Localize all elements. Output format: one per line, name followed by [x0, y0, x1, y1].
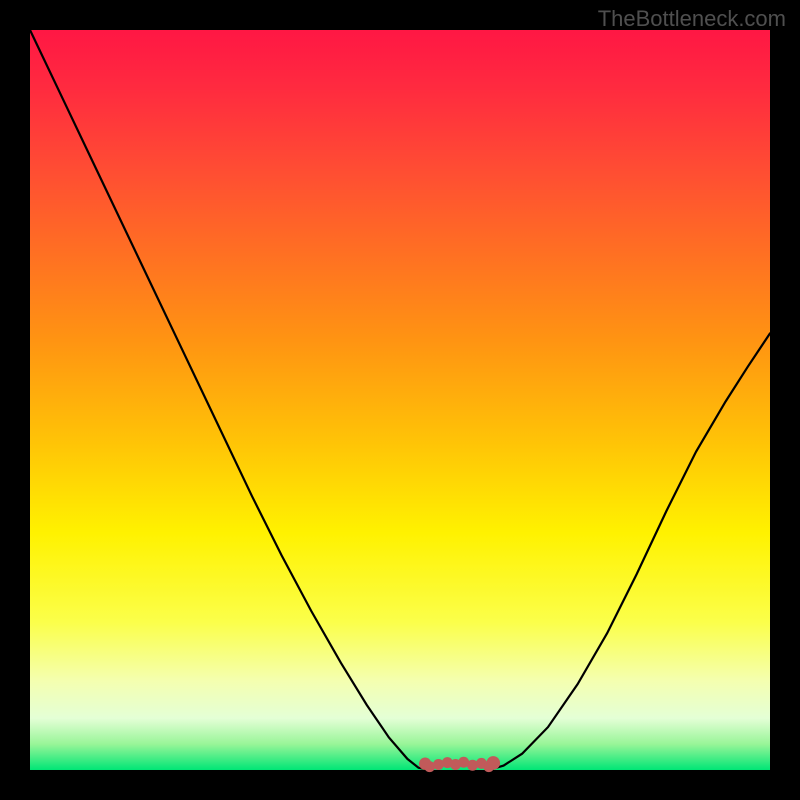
- optimal-range-end-marker: [486, 756, 500, 770]
- watermark-text: TheBottleneck.com: [598, 6, 786, 32]
- chart-frame: TheBottleneck.com: [0, 0, 800, 800]
- optimal-range-end-marker: [419, 758, 431, 770]
- plot-background: [30, 30, 770, 770]
- bottleneck-chart: [0, 0, 800, 800]
